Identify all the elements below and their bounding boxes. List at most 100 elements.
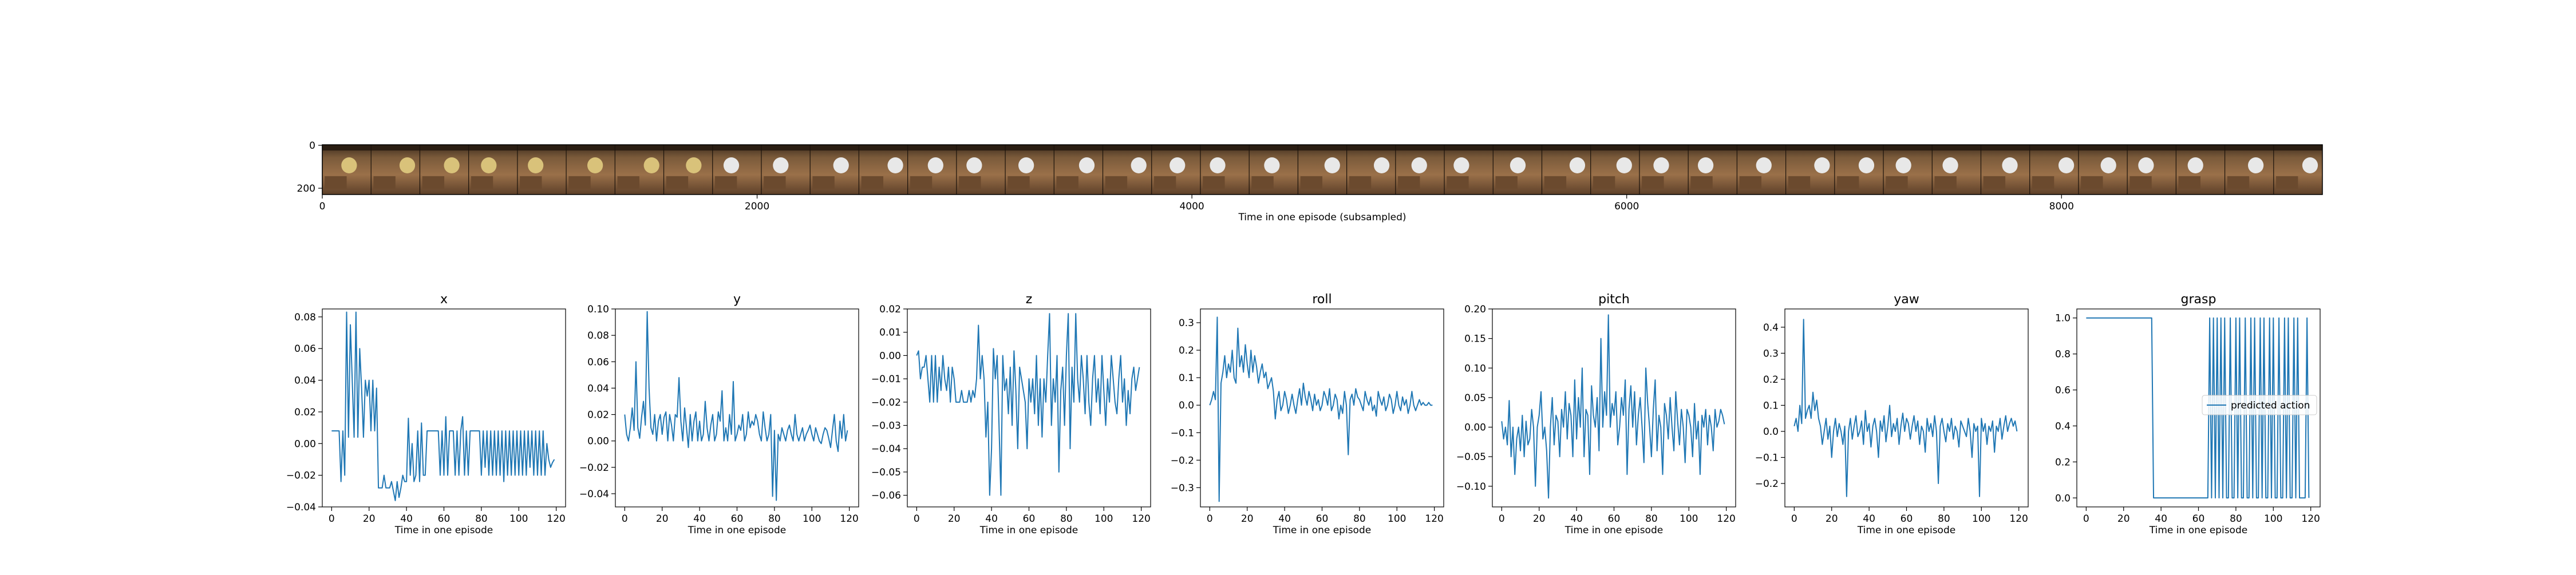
frame-background-wall xyxy=(1639,145,1689,150)
x-tick-label: 40 xyxy=(400,513,413,525)
plot-title: z xyxy=(1026,292,1033,307)
camera-frame xyxy=(1102,145,1152,195)
strip-x-tick-label: 2000 xyxy=(745,201,769,212)
x-tick-label: 80 xyxy=(1938,513,1950,525)
camera-frame xyxy=(1883,145,1933,195)
y-tick-label: 0.6 xyxy=(2055,385,2071,396)
frame-tray xyxy=(1934,176,1957,189)
x-tick-label: 20 xyxy=(1533,513,1546,525)
y-tick-label: −0.06 xyxy=(871,490,901,502)
legend-box xyxy=(2202,395,2317,415)
y-tick-label: 0.06 xyxy=(587,356,609,368)
camera-frame xyxy=(1980,145,2030,195)
frame-background-wall xyxy=(1688,145,1737,150)
camera-frame xyxy=(2273,145,2322,195)
x-tick-label: 100 xyxy=(509,513,528,525)
plot-area xyxy=(615,309,859,507)
x-tick-label: 100 xyxy=(1972,513,1990,525)
y-tick-label: −0.04 xyxy=(579,489,609,500)
frame-tray xyxy=(1203,176,1225,189)
frame-tray xyxy=(1690,176,1713,189)
frame-object xyxy=(1569,157,1586,173)
y-tick-label: 0.08 xyxy=(587,330,609,342)
frame-object xyxy=(643,157,659,173)
frame-tray xyxy=(2276,176,2298,189)
x-tick-label: 0 xyxy=(622,513,628,525)
y-tick-label: 0.04 xyxy=(294,375,316,387)
action-plots: 0 20 40 60 80 100 1200.080.060.040.020.00−0.02… xyxy=(286,292,2321,536)
frame-background-wall xyxy=(956,145,1006,150)
camera-frame xyxy=(1931,145,1981,195)
frame-background-wall xyxy=(1932,145,1981,150)
camera-frame xyxy=(614,145,664,195)
x-tick-label: 0 xyxy=(1791,513,1797,525)
y-tick-label: 0.00 xyxy=(1464,422,1486,434)
frame-object xyxy=(528,157,544,173)
x-tick-label: 100 xyxy=(1680,513,1698,525)
frame-tray xyxy=(1788,176,1811,189)
y-tick-label: −0.3 xyxy=(1171,482,1194,494)
frame-tray xyxy=(568,176,591,189)
frame-object xyxy=(2187,157,2203,173)
frame-background-wall xyxy=(1590,145,1639,150)
camera-frame xyxy=(1639,145,1689,195)
x-tick-label: 40 xyxy=(693,513,706,525)
frame-object xyxy=(1510,157,1526,173)
frame-object xyxy=(2002,157,2018,173)
camera-frame xyxy=(2175,145,2225,195)
frame-tray xyxy=(764,176,786,189)
x-tick-label: 40 xyxy=(2155,513,2167,525)
y-tick-label: −0.02 xyxy=(579,462,609,474)
frame-object xyxy=(2302,157,2318,173)
frame-strip-border xyxy=(322,144,2323,195)
plot-pitch: 0 20 40 60 80 100 120 0.20 0.15 0.10 0.05 0.00 −0.05… xyxy=(1456,292,1736,536)
frame-object xyxy=(773,157,789,173)
frame-tray xyxy=(1251,176,1274,189)
frame-object xyxy=(1895,157,1911,173)
frame-background-wall xyxy=(1785,145,1835,150)
frame-object xyxy=(1697,157,1714,173)
frame-background-wall xyxy=(322,145,372,150)
frame-tray xyxy=(1398,176,1420,189)
frame-object xyxy=(341,157,357,173)
frame-object xyxy=(1858,157,1875,173)
y-tick-label: −0.02 xyxy=(871,397,901,409)
x-tick-label: 100 xyxy=(2264,513,2282,525)
camera-frame xyxy=(517,145,567,195)
frame-object xyxy=(1078,157,1095,173)
plot-title: grasp xyxy=(2181,292,2217,307)
x-tick-label: 0 xyxy=(329,513,335,525)
camera-frame xyxy=(468,145,517,195)
camera-frame xyxy=(858,145,908,195)
frame-background-wall xyxy=(2273,145,2322,150)
y-tick-label: −0.1 xyxy=(1755,453,1779,464)
y-tick-label: 0.4 xyxy=(2055,421,2071,432)
frame-tray xyxy=(861,176,884,189)
frame-background-wall xyxy=(1298,145,1347,150)
plot-x: 0 20 40 60 80 100 120 0.08 0.06 0.04 0.02 0.00 −0.02… xyxy=(286,292,566,536)
frame-tray xyxy=(617,176,639,189)
x-tick-label: 100 xyxy=(1388,513,1406,525)
x-tick-label: 0 xyxy=(2083,513,2089,525)
camera-frame xyxy=(1688,145,1737,195)
frame-tray xyxy=(1739,176,1761,189)
plot-yaw: 0 20 40 60 80 100 120 0.4 0.3 0.2 0.1 0.0 −0.1 −0.2 ya… xyxy=(1755,292,2029,536)
frame-tray xyxy=(1153,176,1176,189)
series-line xyxy=(331,311,555,501)
frame-tray xyxy=(1642,176,1664,189)
frame-tray xyxy=(1495,176,1518,189)
camera-frame xyxy=(1590,145,1639,195)
plot-y: 0 20 40 60 80 100 120 0.10 0.08 0.06 0.04 0.02 0.00 −… xyxy=(579,292,859,536)
frame-object xyxy=(1170,157,1186,173)
y-tick-label: −0.02 xyxy=(286,470,316,482)
x-tick-label: 20 xyxy=(948,513,961,525)
frame-tray xyxy=(715,176,737,189)
frame-background-wall xyxy=(2078,145,2128,150)
camera-frame xyxy=(566,145,615,195)
y-tick-label: 0.08 xyxy=(294,312,316,323)
x-tick-label: 60 xyxy=(2192,513,2205,525)
frame-tray xyxy=(1349,176,1372,189)
frame-background-wall xyxy=(517,145,567,150)
strip-x-tick-label: 6000 xyxy=(1614,201,1639,212)
frame-object xyxy=(1210,157,1226,173)
